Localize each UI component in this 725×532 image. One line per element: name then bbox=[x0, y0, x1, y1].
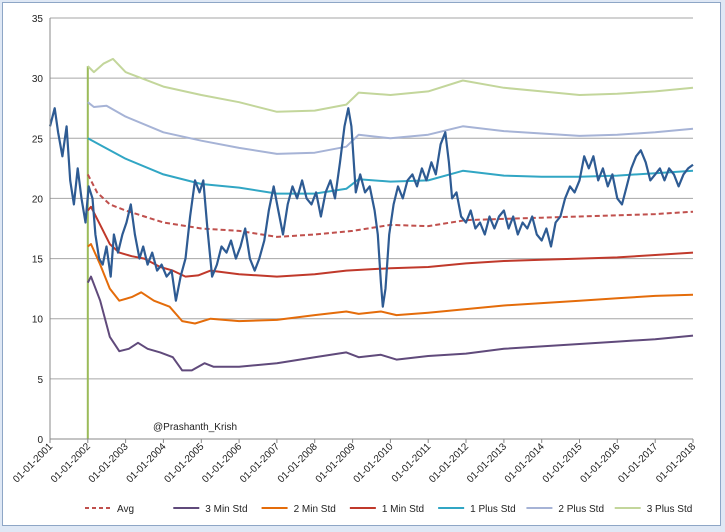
legend-item: Avg bbox=[85, 504, 134, 515]
chart-frame: 0 5 10 15 20 25 30 35 01-01-2001 01-01-2002 01-01… bbox=[2, 2, 721, 526]
series-line-1-plus-std bbox=[87, 137, 694, 195]
y-tick-label: 20 bbox=[32, 194, 44, 205]
legend-label: 3 Min Std bbox=[205, 504, 247, 515]
y-tick-label: 15 bbox=[32, 255, 44, 266]
legend: Avg 3 Min Std 2 Min Std 1 Min Std 1 Plus Std… bbox=[85, 504, 692, 515]
legend-label: 1 Plus Std bbox=[470, 504, 516, 515]
legend-item: 3 Plus Std bbox=[614, 504, 693, 515]
x-tick-label: 01-01-2004 bbox=[125, 441, 169, 485]
y-tick-label: 30 bbox=[32, 74, 44, 85]
watermark-text: @Prashanth_Krish bbox=[153, 422, 237, 433]
series-line-2-min-std bbox=[87, 243, 694, 325]
series-line-3-min-std bbox=[86, 275, 694, 372]
series-lines bbox=[48, 57, 694, 439]
legend-item: 3 Min Std bbox=[173, 504, 248, 515]
series-line-1-min-std bbox=[87, 205, 694, 278]
legend-item: 1 Plus Std bbox=[438, 504, 516, 515]
y-axis-ticks: 0 5 10 15 20 25 30 35 bbox=[32, 14, 44, 446]
x-tick-label: 01-01-2012 bbox=[427, 441, 471, 485]
legend-label: 3 Plus Std bbox=[647, 504, 693, 515]
x-tick-label: 01-01-2016 bbox=[578, 441, 622, 485]
y-tick-label: 10 bbox=[32, 315, 44, 326]
y-tick-label: 35 bbox=[32, 14, 44, 25]
axes bbox=[49, 18, 693, 440]
legend-label: 2 Plus Std bbox=[558, 504, 604, 515]
gridlines bbox=[50, 17, 693, 380]
line-chart: 0 5 10 15 20 25 30 35 01-01-200101-01-200201-01… bbox=[11, 14, 698, 515]
y-tick-label: 0 bbox=[37, 435, 43, 446]
series-line-2-plus-std bbox=[87, 101, 694, 155]
x-tick-label: 01-01-2018 bbox=[654, 441, 698, 485]
legend-item: 2 Min Std bbox=[261, 504, 336, 515]
legend-item: 1 Min Std bbox=[349, 504, 424, 515]
legend-label: Avg bbox=[117, 504, 134, 515]
y-tick-label: 25 bbox=[32, 134, 44, 145]
legend-label: 1 Min Std bbox=[382, 504, 424, 515]
x-axis-ticks: 01-01-200101-01-200201-01-200301-01-2004… bbox=[11, 439, 698, 485]
y-tick-label: 5 bbox=[37, 375, 43, 386]
legend-label: 2 Min Std bbox=[294, 504, 336, 515]
series-line-3-plus-std bbox=[87, 57, 694, 113]
x-tick-label: 01-01-2010 bbox=[352, 441, 396, 485]
x-tick-label: 01-01-2008 bbox=[276, 441, 320, 485]
legend-item: 2 Plus Std bbox=[526, 504, 604, 515]
series-line-price bbox=[48, 107, 694, 308]
series-line-avg bbox=[86, 173, 694, 238]
